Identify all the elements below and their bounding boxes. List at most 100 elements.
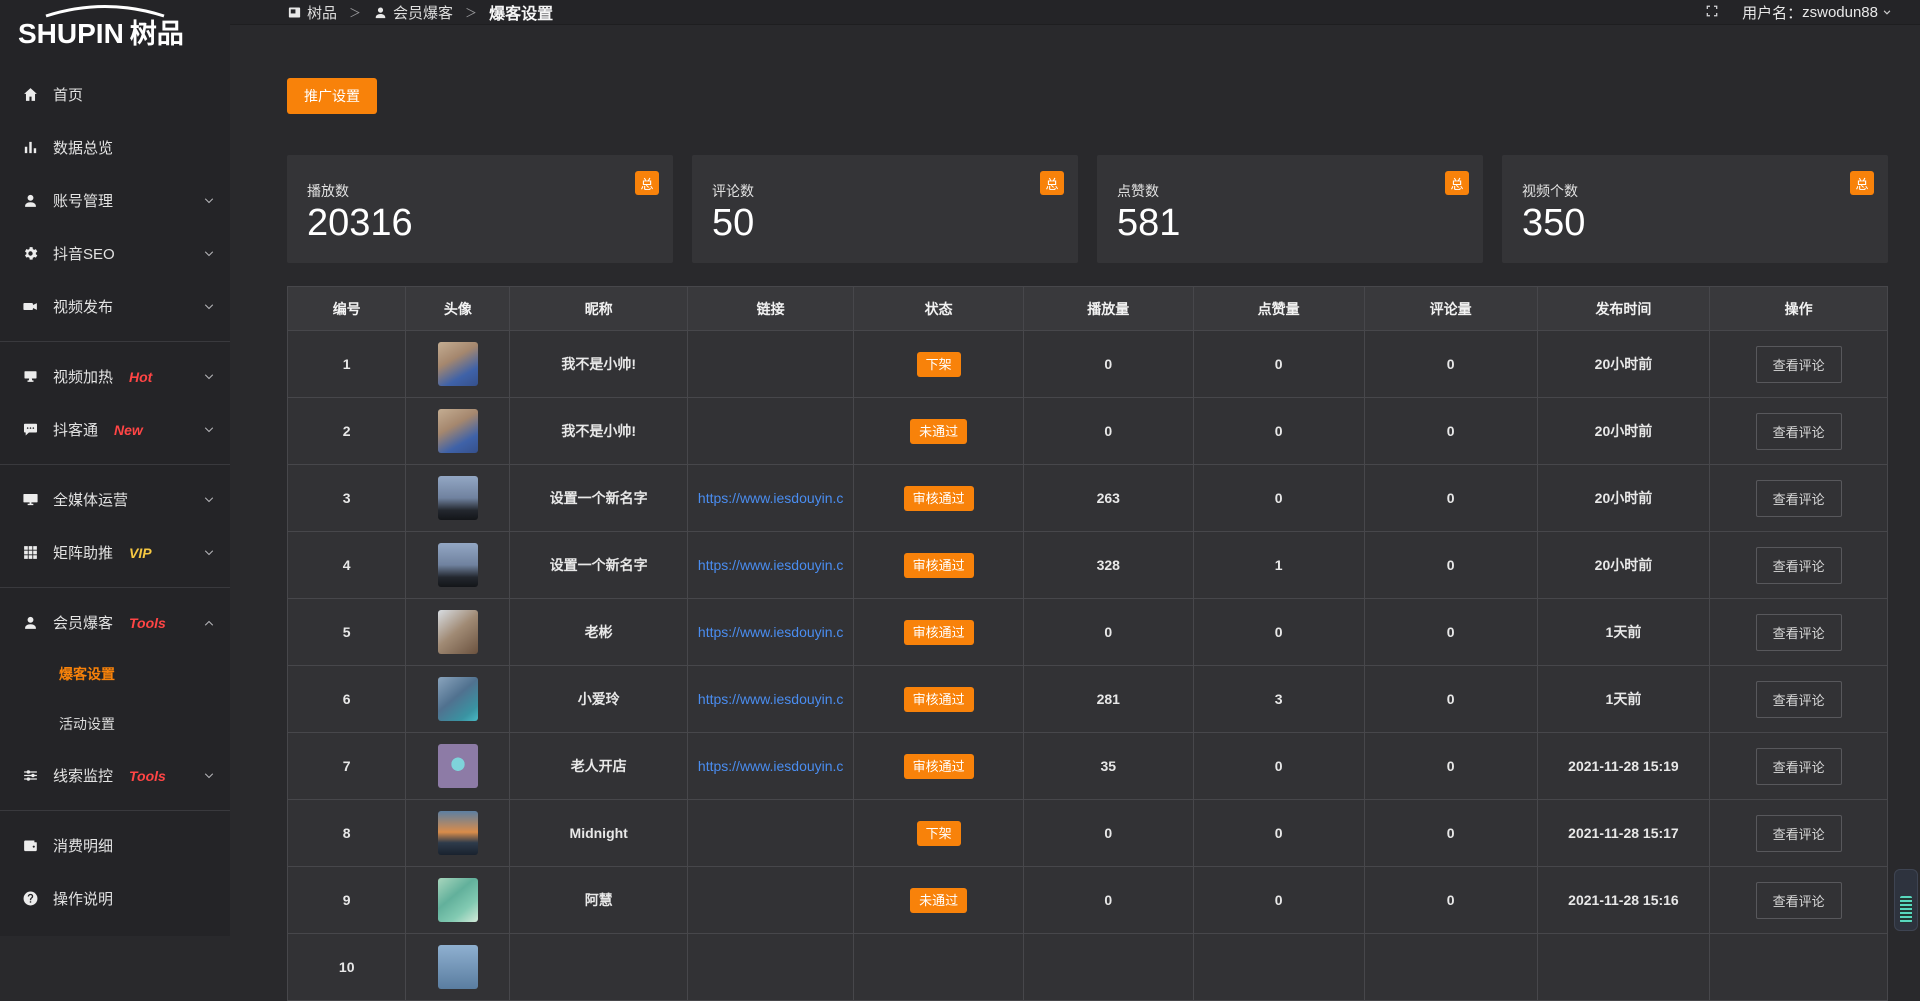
table-row: 10 [286, 933, 1888, 1001]
cell-comments: 0 [1363, 799, 1538, 867]
main-area: 树品 ＞ 会员爆客 ＞ 爆客设置 用户名： zswodun88 推广设置 播放数 20316… [230, 0, 1920, 1001]
video-link[interactable]: https://www.iesdouyin.c [697, 557, 844, 573]
sidebar-subitem-12-1[interactable]: 活动设置 [59, 716, 115, 732]
sidebar-item-0[interactable]: 首页 [0, 68, 230, 121]
breadcrumb-label: 爆客设置 [489, 6, 554, 23]
sidebar-item-6[interactable]: 视频加热 Hot [0, 350, 230, 403]
question-icon [23, 891, 38, 906]
breadcrumb-separator: ＞ [349, 5, 362, 20]
cell-likes: 0 [1192, 732, 1365, 800]
sidebar-item-3[interactable]: 抖音SEO [0, 227, 230, 280]
cell-likes: 0 [1192, 464, 1365, 532]
cell-avatar [405, 665, 511, 733]
breadcrumb-link-0[interactable]: 树品 [287, 2, 337, 23]
sidebar-item-label: 抖客通 [53, 422, 99, 439]
view-comments-button[interactable]: 查看评论 [1755, 546, 1842, 584]
cell-avatar [405, 598, 511, 666]
cell-avatar [405, 330, 511, 398]
column-header: 点赞量 [1192, 286, 1365, 331]
sidebar-item-15[interactable]: 消费明细 [0, 819, 230, 872]
cell-status: 审核通过 [853, 732, 1024, 800]
user-icon [375, 7, 386, 18]
cell-link: https://www.iesdouyin.c [686, 665, 855, 733]
video-link[interactable]: https://www.iesdouyin.c [697, 691, 844, 707]
sidebar-item-label: 视频加热 [53, 369, 114, 386]
cell-nickname: 老彬 [509, 598, 688, 666]
status-badge: 审核通过 [903, 753, 974, 779]
sidebar-item-2[interactable]: 账号管理 [0, 174, 230, 227]
sidebar-item-badge: VIP [129, 544, 152, 561]
column-header: 状态 [853, 286, 1024, 331]
table-row: 7 老人开店 https://www.iesdouyin.c 审核通过 35 0 0 2021… [286, 732, 1888, 800]
widget-stripes-icon [1900, 896, 1912, 923]
cell-action: 查看评论 [1709, 732, 1888, 800]
view-comments-button[interactable]: 查看评论 [1755, 613, 1842, 651]
sidebar-item-10[interactable]: 矩阵助推 VIP [0, 526, 230, 579]
app-icon [288, 7, 301, 17]
sidebar-subitem-12-0[interactable]: 爆客设置 [59, 666, 115, 682]
cell-publish-time: 1天前 [1536, 598, 1711, 666]
stat-total-badge: 总 [1040, 171, 1064, 195]
cell-nickname: 设置一个新名字 [509, 531, 688, 599]
video-link[interactable]: https://www.iesdouyin.c [697, 490, 844, 506]
stat-value: 20316 [307, 202, 413, 244]
sidebar-item-16[interactable]: 操作说明 [0, 872, 230, 925]
view-comments-button[interactable]: 查看评论 [1755, 412, 1842, 450]
cell-nickname: 我不是小帅! [509, 397, 688, 465]
sidebar-item-12[interactable]: 会员爆客 Tools [0, 596, 230, 649]
sidebar-item-9[interactable]: 全媒体运营 [0, 473, 230, 526]
breadcrumb-link-1[interactable]: 会员爆客 [373, 2, 453, 23]
breadcrumb-label: 会员爆客 [393, 4, 454, 22]
chevron-down-icon [204, 250, 214, 256]
status-badge: 未通过 [910, 418, 968, 444]
cell-plays [1022, 933, 1194, 1001]
sidebar-item-13[interactable]: 线索监控 Tools [0, 749, 230, 802]
username-value: zswodun88 [1802, 3, 1878, 21]
cell-action: 查看评论 [1709, 464, 1888, 532]
cell-avatar [405, 397, 511, 465]
cell-likes: 0 [1192, 330, 1365, 398]
sidebar-item-7[interactable]: 抖客通 New [0, 403, 230, 456]
user-menu[interactable]: 用户名： zswodun88 [1742, 2, 1894, 23]
cell-link [686, 933, 855, 1001]
logo[interactable]: SHUPIN 树品 [0, 0, 230, 64]
cell-comments: 0 [1363, 330, 1538, 398]
stat-label: 播放数 [307, 183, 349, 199]
view-comments-button[interactable]: 查看评论 [1755, 881, 1842, 919]
promo-settings-button[interactable]: 推广设置 [287, 78, 377, 114]
gear-icon [24, 247, 38, 260]
video-link[interactable]: https://www.iesdouyin.c [697, 758, 844, 774]
table-row: 3 设置一个新名字 https://www.iesdouyin.c 审核通过 263 0 0… [286, 464, 1888, 532]
cell-link: https://www.iesdouyin.c [686, 464, 855, 532]
breadcrumb-current: 爆客设置 [489, 0, 553, 24]
sidebar-item-label: 会员爆客 [53, 615, 114, 632]
avatar [437, 342, 478, 386]
cell-status: 下架 [853, 330, 1024, 398]
cell-no: 5 [286, 598, 407, 666]
cell-publish-time: 2021-11-28 15:16 [1536, 866, 1711, 934]
video-link[interactable]: https://www.iesdouyin.c [697, 624, 844, 640]
cell-publish-time: 2021-11-28 15:17 [1536, 799, 1711, 867]
avatar [437, 677, 478, 721]
breadcrumb-separator: ＞ [465, 5, 478, 20]
cell-no: 1 [286, 330, 407, 398]
sidebar-item-1[interactable]: 数据总览 [0, 121, 230, 174]
view-comments-button[interactable]: 查看评论 [1755, 680, 1842, 718]
sidebar-item-4[interactable]: 视频发布 [0, 280, 230, 333]
cell-comments: 0 [1363, 866, 1538, 934]
table-wrap: 编号 头像 昵称 链接 状态 播放量 点赞量 评论量 发布时间 操作 1 我不是小帅! 下架 0 0 0 20… [286, 286, 1888, 1001]
view-comments-button[interactable]: 查看评论 [1755, 345, 1842, 383]
cell-nickname: 老人开店 [509, 732, 688, 800]
status-badge: 审核通过 [903, 552, 974, 578]
wallet-icon [24, 840, 37, 852]
chevron-down-icon [204, 197, 214, 203]
sidebar-item-label: 账号管理 [53, 193, 114, 210]
view-comments-button[interactable]: 查看评论 [1755, 479, 1842, 517]
stat-card-3: 视频个数 350 总 [1502, 155, 1888, 263]
view-comments-button[interactable]: 查看评论 [1755, 814, 1842, 852]
floating-widget[interactable] [1894, 869, 1918, 931]
cell-link [686, 330, 855, 398]
view-comments-button[interactable]: 查看评论 [1755, 747, 1842, 785]
fullscreen-button[interactable] [1704, 3, 1720, 22]
